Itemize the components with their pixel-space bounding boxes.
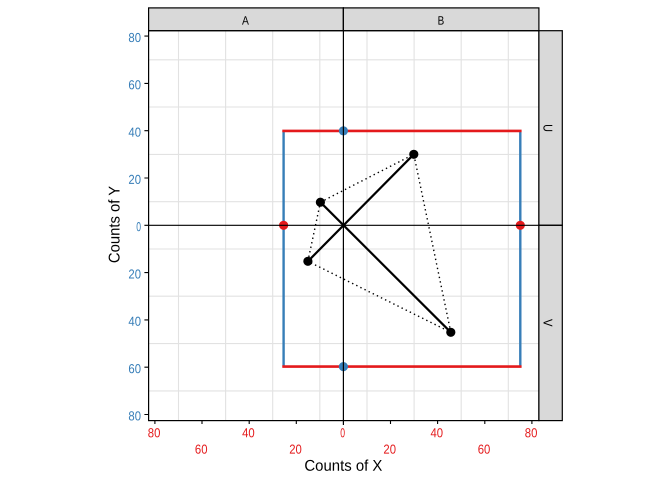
svg-text:0: 0 [340, 425, 345, 440]
svg-text:60: 60 [195, 442, 208, 457]
svg-text:80: 80 [128, 30, 141, 45]
svg-text:40: 40 [128, 125, 141, 140]
svg-text:40: 40 [242, 425, 255, 440]
svg-text:Counts of Y: Counts of Y [107, 185, 124, 263]
svg-text:0: 0 [136, 219, 141, 234]
svg-text:U: U [541, 124, 556, 132]
svg-text:20: 20 [128, 266, 141, 281]
svg-text:60: 60 [478, 442, 491, 457]
svg-text:80: 80 [128, 408, 141, 423]
svg-text:80: 80 [525, 425, 538, 440]
svg-text:Counts of X: Counts of X [304, 458, 383, 475]
svg-text:20: 20 [128, 172, 141, 187]
svg-text:B: B [438, 14, 445, 28]
svg-text:40: 40 [430, 425, 443, 440]
svg-text:V: V [541, 319, 556, 327]
svg-text:60: 60 [128, 77, 141, 92]
svg-text:80: 80 [148, 425, 161, 440]
svg-text:40: 40 [128, 314, 141, 329]
svg-text:60: 60 [128, 361, 141, 376]
svg-text:A: A [242, 14, 250, 28]
svg-text:20: 20 [289, 442, 302, 457]
svg-text:20: 20 [383, 442, 396, 457]
